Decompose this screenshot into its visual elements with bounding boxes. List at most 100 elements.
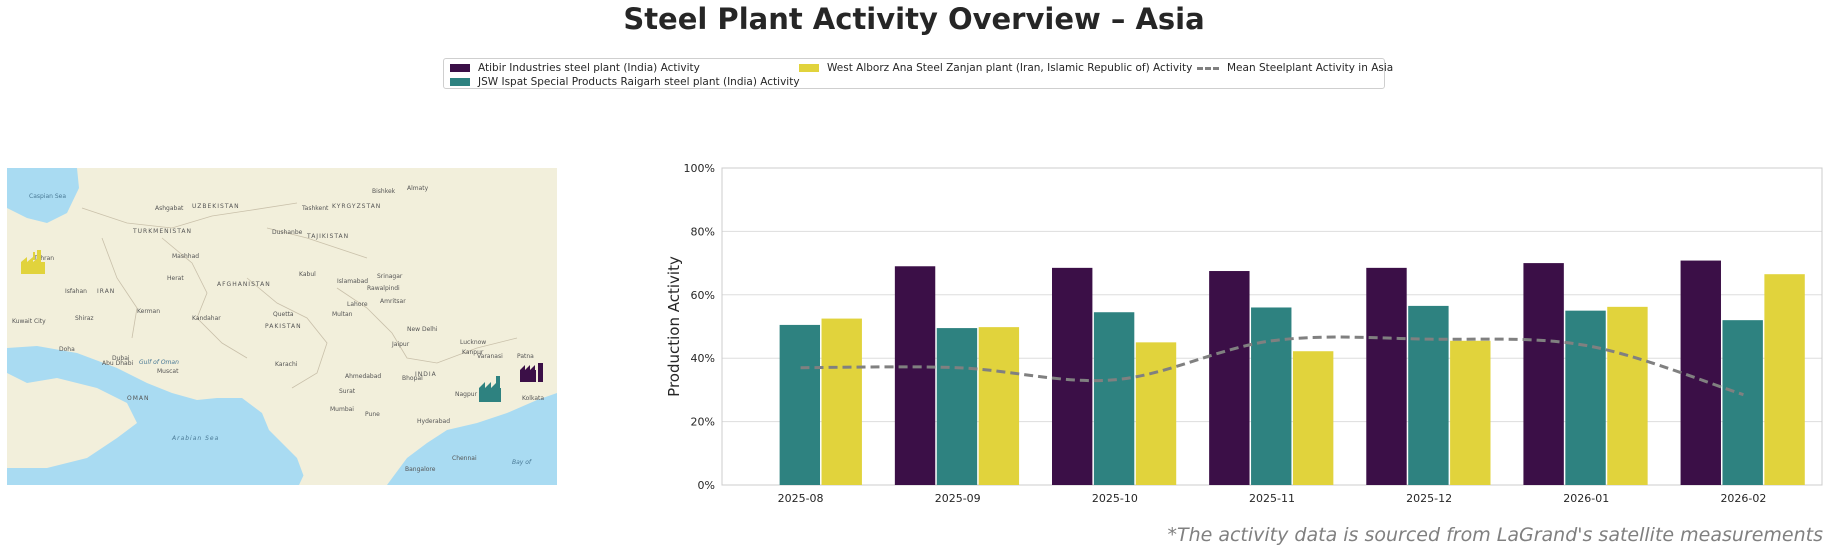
legend-swatch-jsw xyxy=(450,78,470,86)
legend-swatch-mean xyxy=(1197,66,1219,70)
map-label: Mashhad xyxy=(172,253,199,260)
jsw-raigarh-plant-marker-icon xyxy=(479,376,501,402)
map-label: Muscat xyxy=(157,368,179,375)
x-tick-label: 2025-11 xyxy=(1249,492,1295,505)
y-tick-label: 20% xyxy=(691,416,715,429)
west-alborz-plant-marker-icon xyxy=(21,250,45,274)
bar xyxy=(821,318,862,485)
x-tick-label: 2025-12 xyxy=(1406,492,1452,505)
bar xyxy=(1052,267,1093,485)
y-tick-label: 40% xyxy=(691,352,715,365)
map-label: TAJIKISTAN xyxy=(306,233,349,240)
map-labels: UZBEKISTAN TURKMENISTAN KYRGYZSTAN TAJIK… xyxy=(12,185,544,473)
legend-label-jsw: JSW Ispat Special Products Raigarh steel… xyxy=(478,76,800,88)
bar xyxy=(1135,342,1177,485)
caspian-sea xyxy=(7,168,79,223)
map-label: KYRGYZSTAN xyxy=(332,203,381,210)
legend-swatch-west-alborz xyxy=(799,64,819,72)
map-label: Dubai xyxy=(112,355,130,362)
bar xyxy=(1366,267,1407,485)
map-label: IRAN xyxy=(97,288,115,295)
map-label: Nagpur xyxy=(455,391,478,398)
map-label: Abu Dhabi xyxy=(102,360,134,367)
y-axis-label: Production Activity xyxy=(665,256,683,397)
legend-label-atibir: Atibir Industries steel plant (India) Ac… xyxy=(478,62,700,74)
footnote: *The activity data is sourced from LaGra… xyxy=(1167,524,1823,546)
map-label: Bangalore xyxy=(405,466,436,473)
x-tick-label: 2026-02 xyxy=(1720,492,1766,505)
map-label: Dushanbe xyxy=(272,229,303,236)
map-label: TURKMENISTAN xyxy=(132,228,192,235)
map-label: Quetta xyxy=(273,311,294,318)
map-label: Kanpur xyxy=(462,349,484,356)
map-label: Varanasi xyxy=(477,353,503,360)
legend-item-west-alborz: West Alborz Ana Steel Zanjan plant (Iran… xyxy=(799,62,1192,74)
plant-location-map: UZBEKISTAN TURKMENISTAN KYRGYZSTAN TAJIK… xyxy=(7,168,557,485)
south-india-land xyxy=(299,428,395,485)
bar xyxy=(1722,320,1763,485)
map-label: Tashkent xyxy=(301,205,329,212)
legend-item-jsw: JSW Ispat Special Products Raigarh steel… xyxy=(450,76,800,88)
map-label: Hyderabad xyxy=(417,418,450,425)
bar xyxy=(1764,274,1805,485)
legend: Atibir Industries steel plant (India) Ac… xyxy=(443,58,1393,89)
map-label: Surat xyxy=(339,388,356,395)
mean-activity-line xyxy=(800,335,1744,397)
map-borders xyxy=(81,202,518,389)
map-label: Lucknow xyxy=(460,339,486,346)
bar xyxy=(1408,305,1449,485)
bar xyxy=(1292,351,1334,485)
map-label: Srinagar xyxy=(377,273,403,280)
map-label: Kuwait City xyxy=(12,318,46,325)
map-label: AFGHANISTAN xyxy=(217,281,271,288)
map-label: Amritsar xyxy=(380,298,406,305)
atibir-plant-marker-icon xyxy=(520,363,543,382)
bar xyxy=(1565,310,1606,485)
map-label: Bay of xyxy=(512,459,532,466)
y-tick-label: 100% xyxy=(684,162,715,175)
map-label: Rawalpindi xyxy=(367,285,400,292)
bar xyxy=(1607,306,1648,485)
legend-item-atibir: Atibir Industries steel plant (India) Ac… xyxy=(450,62,700,74)
map-label: Patna xyxy=(517,353,534,360)
map-label: Pune xyxy=(365,411,380,418)
map-label: Ahmedabad xyxy=(345,373,381,380)
bar xyxy=(894,266,936,485)
map-label: Gulf of Oman xyxy=(139,359,179,366)
bar xyxy=(978,327,1020,485)
legend-swatch-atibir xyxy=(450,64,470,72)
y-tick-label: 80% xyxy=(691,225,715,238)
y-tick-label: 0% xyxy=(698,479,715,492)
bar xyxy=(936,328,978,485)
bar xyxy=(1251,307,1292,485)
x-tick-label: 2026-01 xyxy=(1563,492,1609,505)
bar xyxy=(1523,263,1564,485)
bar xyxy=(1093,312,1135,485)
x-tick-label: 2025-08 xyxy=(778,492,824,505)
map-label: Kerman xyxy=(137,308,160,315)
map-label: Herat xyxy=(167,275,184,282)
bar xyxy=(1450,340,1491,485)
legend-label-west-alborz: West Alborz Ana Steel Zanjan plant (Iran… xyxy=(827,62,1193,74)
map-label: Shiraz xyxy=(75,315,94,322)
map-label: Arabian Sea xyxy=(171,435,219,442)
x-tick-label: 2025-10 xyxy=(1092,492,1138,505)
map-label: INDIA xyxy=(415,371,437,378)
map-label: Bishkek xyxy=(372,188,396,195)
map-label: Karachi xyxy=(275,361,298,368)
map-label: Doha xyxy=(59,346,75,353)
map-label: OMAN xyxy=(127,395,150,402)
map-label: Mumbai xyxy=(330,406,354,413)
map-label: Isfahan xyxy=(65,288,87,295)
map-label: Bhopal xyxy=(402,375,423,382)
bar xyxy=(1680,260,1721,485)
map-svg: UZBEKISTAN TURKMENISTAN KYRGYZSTAN TAJIK… xyxy=(7,168,557,485)
legend-label-mean: Mean Steelplant Activity in Asia xyxy=(1227,62,1394,74)
map-label: Kabul xyxy=(299,271,316,278)
x-tick-label: 2025-09 xyxy=(935,492,981,505)
map-label: PAKISTAN xyxy=(265,323,302,330)
bar xyxy=(1209,271,1250,485)
chart-title: Steel Plant Activity Overview – Asia xyxy=(623,2,1205,36)
bay-of-bengal xyxy=(387,393,557,485)
